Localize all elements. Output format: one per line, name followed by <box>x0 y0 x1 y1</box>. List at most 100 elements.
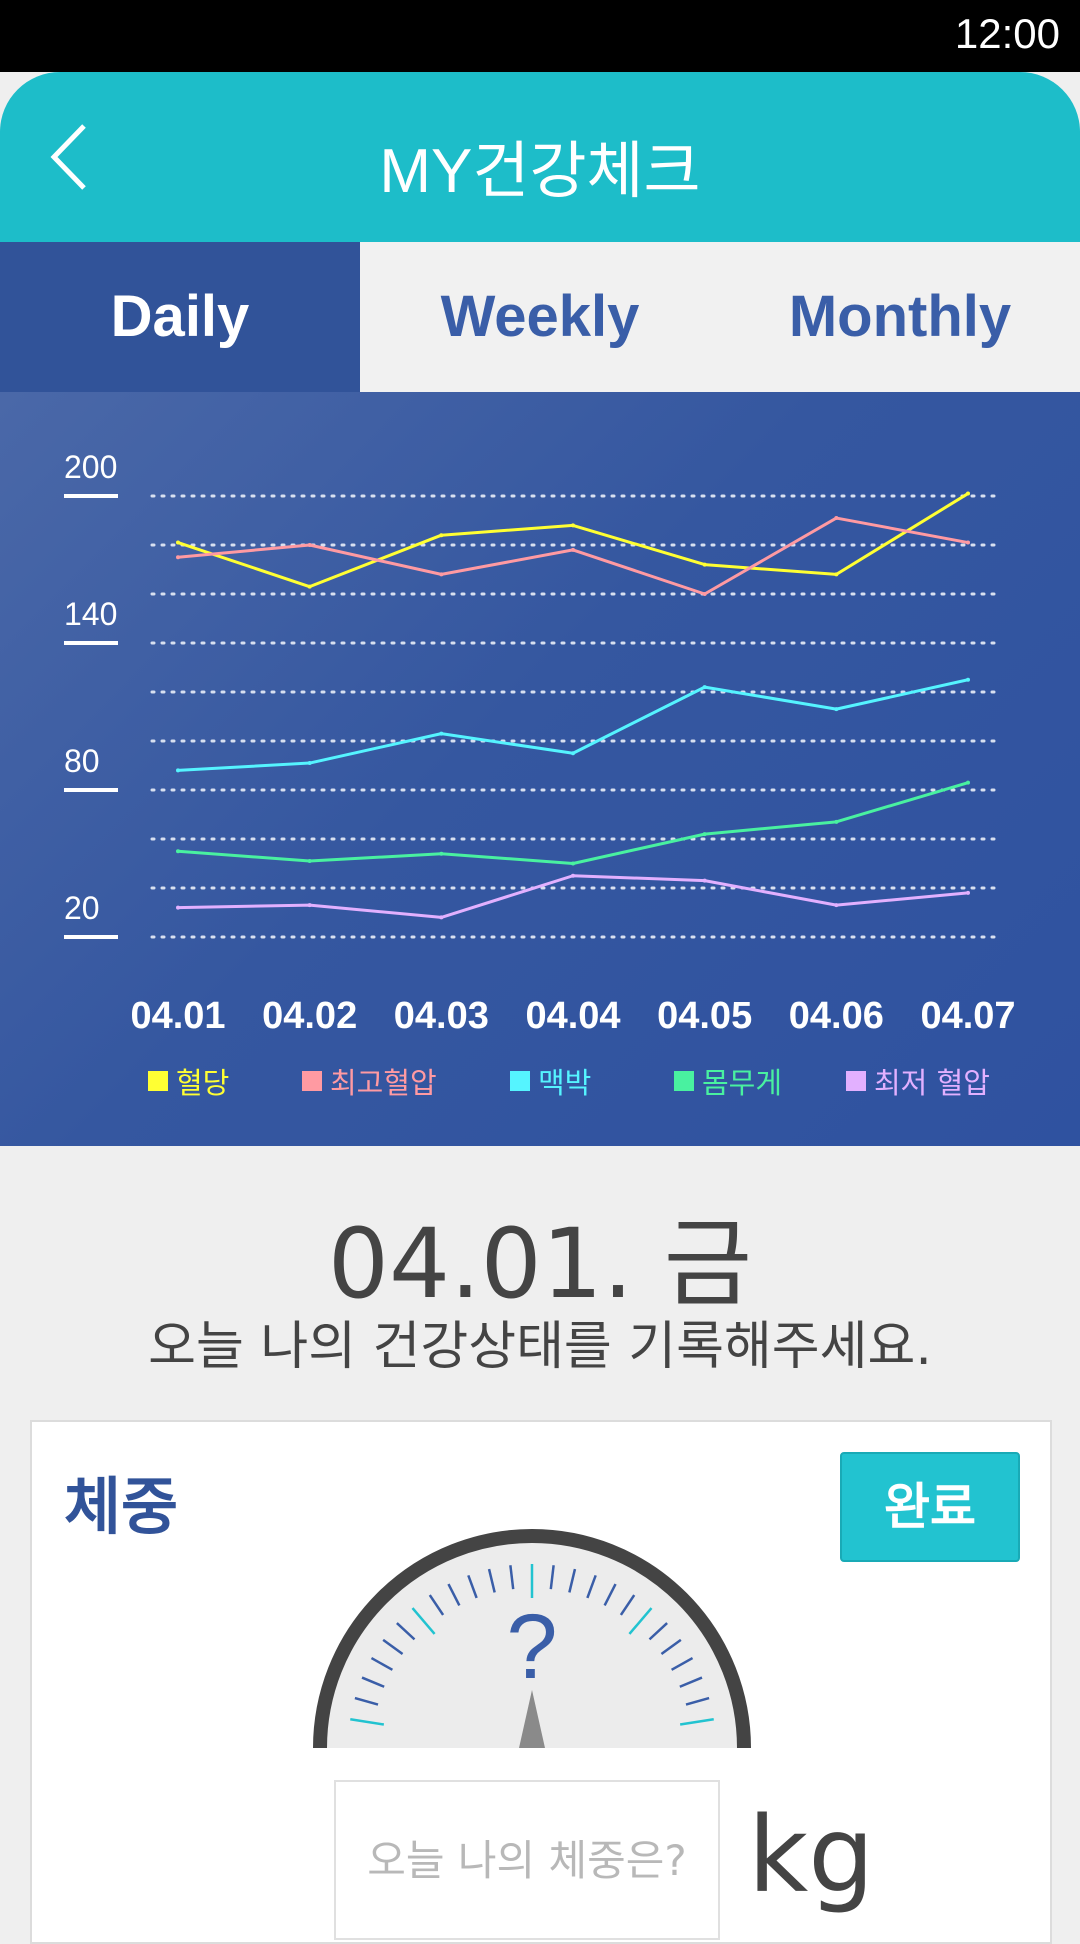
x-tick-label: 04.02 <box>262 995 357 1037</box>
x-tick-label: 04.05 <box>657 995 752 1037</box>
x-tick-label: 04.07 <box>920 995 1015 1037</box>
weight-unit: kg <box>748 1794 875 1916</box>
gauge-tick <box>509 1565 515 1590</box>
legend-item: 최고혈압 <box>302 1060 437 1102</box>
gauge-tick <box>396 1622 416 1641</box>
legend-label: 최저 혈압 <box>874 1066 990 1100</box>
legend-item: 혈당 <box>148 1060 229 1102</box>
data-point <box>439 731 444 736</box>
data-point <box>834 516 839 521</box>
x-tick-label: 04.03 <box>394 995 489 1037</box>
data-point <box>571 873 575 878</box>
gauge-tick <box>586 1574 597 1599</box>
data-point <box>966 677 970 682</box>
gauge-needle <box>519 1690 545 1748</box>
data-point <box>307 761 312 766</box>
gauge-tick <box>628 1607 653 1635</box>
data-point <box>571 523 575 528</box>
data-point <box>176 555 180 560</box>
weight-card: 체중 완료 ? kg <box>30 1420 1052 1944</box>
legend-label: 맥박 <box>538 1066 592 1100</box>
gauge-tick <box>685 1696 710 1706</box>
data-point <box>571 751 575 756</box>
gauge-tick <box>619 1594 636 1616</box>
data-point <box>834 572 839 577</box>
chart-legend: 혈당 최고혈압 맥박 몸무게 최저 혈압 <box>0 1060 1080 1110</box>
series-line-4 <box>177 781 969 865</box>
data-point <box>307 543 312 547</box>
data-point <box>176 849 180 854</box>
gauge-tick <box>382 1638 404 1655</box>
chevron-left-icon <box>50 124 86 190</box>
status-time: 12:00 <box>954 10 1060 57</box>
data-point <box>439 851 444 856</box>
data-point <box>571 547 575 552</box>
data-point <box>702 562 707 567</box>
data-point <box>307 584 312 589</box>
gauge-arc <box>313 1529 751 1749</box>
gauge-value: ? <box>506 1596 557 1698</box>
gauge-tick <box>361 1676 385 1688</box>
line-chart: 200 140 80 20 04.01 04.02 04.03 04.04 04.05 04.06… <box>64 449 1016 1037</box>
tab-daily[interactable]: Daily <box>0 242 360 392</box>
legend-item: 최저 혈압 <box>846 1060 990 1102</box>
data-point <box>702 592 707 596</box>
gauge-tick <box>447 1583 461 1607</box>
data-point <box>439 533 444 538</box>
data-point <box>966 780 970 785</box>
page-title: MY건강체크 <box>379 137 701 206</box>
y-tick-label: 200 <box>64 449 117 485</box>
back-button[interactable] <box>40 112 130 202</box>
data-point <box>966 890 970 895</box>
period-tabs: Daily Weekly Monthly <box>0 242 1080 392</box>
data-point <box>176 905 180 910</box>
tab-weekly[interactable]: Weekly <box>440 284 640 349</box>
gauge-tick <box>467 1574 478 1599</box>
scale-gauge-icon: ? <box>313 1529 751 1749</box>
data-point <box>702 878 707 883</box>
data-point <box>702 685 707 690</box>
tab-monthly[interactable]: Monthly <box>788 284 1012 349</box>
gauge-tick <box>411 1607 436 1635</box>
data-point <box>439 572 444 577</box>
data-point <box>571 861 575 866</box>
legend-item: 맥박 <box>510 1060 591 1102</box>
legend-label: 혈당 <box>176 1066 230 1100</box>
gauge-tick <box>603 1583 617 1607</box>
gauge-tick <box>670 1657 694 1671</box>
series-line-5 <box>177 874 969 919</box>
y-tick-label: 140 <box>64 596 117 632</box>
data-point <box>834 819 839 824</box>
app-header: MY건강체크 <box>0 72 1080 242</box>
gauge-tick <box>354 1696 379 1706</box>
gauge-tick <box>370 1657 394 1671</box>
gauge-tick <box>428 1594 445 1616</box>
legend-swatch <box>846 1071 866 1091</box>
legend-swatch <box>148 1071 168 1091</box>
x-tick-label: 04.04 <box>525 995 620 1037</box>
data-point <box>307 859 312 864</box>
legend-label: 몸무게 <box>702 1066 783 1100</box>
data-point <box>176 540 180 545</box>
status-bar: 12:00 <box>0 0 1080 72</box>
gauge-tick <box>660 1638 682 1655</box>
weight-label: 체중 <box>64 1470 179 1543</box>
selected-date: 04.01. 금 <box>327 1208 753 1320</box>
legend-label: 최고혈압 <box>330 1066 437 1100</box>
data-point <box>702 832 707 837</box>
data-point <box>834 903 839 908</box>
x-tick-label: 04.01 <box>130 995 225 1037</box>
data-point <box>834 707 839 712</box>
record-prompt: 오늘 나의 건강상태를 기록해주세요. <box>148 1317 932 1377</box>
y-tick-label: 80 <box>64 743 100 779</box>
series-line-1 <box>177 492 969 589</box>
x-tick-label: 04.06 <box>789 995 884 1037</box>
health-chart: 200 140 80 20 04.01 04.02 04.03 04.04 04.05 04.06… <box>0 392 1080 1146</box>
data-point <box>439 915 444 920</box>
done-button[interactable]: 완료 <box>840 1452 1020 1562</box>
data-point <box>966 491 970 496</box>
gauge-tick <box>350 1717 385 1726</box>
weight-input[interactable] <box>334 1780 720 1940</box>
legend-swatch <box>674 1071 694 1091</box>
gauge-tick <box>648 1622 668 1641</box>
